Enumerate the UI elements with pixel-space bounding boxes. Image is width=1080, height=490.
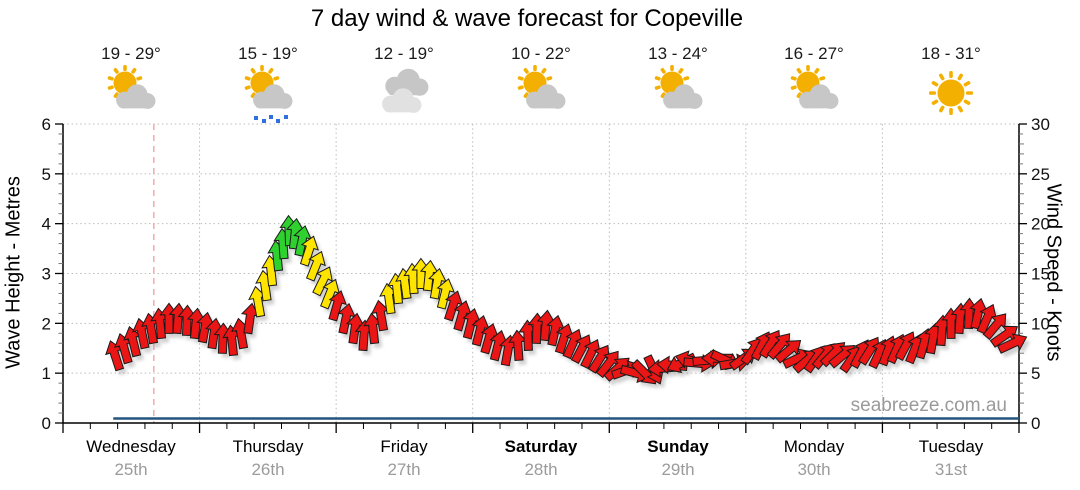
wind-axis-tick-label: 30 — [1031, 115, 1050, 134]
wave-axis-tick-label: 4 — [42, 215, 51, 234]
wave-axis-tick-label: 5 — [42, 165, 51, 184]
day-name-label: Monday — [783, 437, 845, 456]
temperature-range: 19 - 29° — [101, 44, 161, 63]
wave-axis-tick-label: 0 — [42, 414, 51, 433]
wind-axis-tick-label: 0 — [1031, 414, 1040, 433]
day-date-label: 27th — [387, 460, 421, 479]
forecast-day-saturday: 10 - 22° Saturday 28th — [473, 0, 609, 490]
wind-axis-tick-label: 25 — [1031, 165, 1050, 184]
temperature-range: 12 - 19° — [374, 44, 434, 63]
sunny-icon — [919, 62, 983, 124]
day-name-label: Wednesday — [86, 437, 176, 456]
chart-data-layer — [105, 214, 1031, 420]
wind-axis-tick-label: 5 — [1031, 364, 1040, 383]
page-title: 7 day wind & wave forecast for Copeville — [310, 5, 744, 32]
sun-cloud-icon — [782, 62, 846, 124]
temperature-range: 15 - 19° — [238, 44, 298, 63]
forecast-day-monday: 16 - 27° Monday 30th — [746, 0, 882, 490]
wind-axis-tick-label: 10 — [1031, 314, 1050, 333]
temperature-range: 16 - 27° — [784, 44, 844, 63]
wave-axis-tick-label: 3 — [42, 265, 51, 284]
wind-axis-tick-label: 20 — [1031, 215, 1050, 234]
wind-arrow — [436, 278, 455, 310]
sun-cloud-icon — [509, 62, 573, 124]
day-name-label: Friday — [380, 437, 428, 456]
wave-axis-tick-label: 1 — [42, 364, 51, 383]
day-name-label: Sunday — [647, 437, 709, 456]
day-name-label: Tuesday — [918, 437, 984, 456]
day-date-label: 31st — [934, 460, 968, 479]
day-date-label: 28th — [524, 460, 558, 479]
wave-axis-tick-label: 6 — [42, 115, 51, 134]
wind-arrow — [305, 250, 326, 282]
forecast-day-wednesday: 19 - 29° Wednesday 25th — [63, 0, 199, 490]
day-date-label: 29th — [661, 460, 695, 479]
seabreeze-watermark: seabreeze.com.au — [850, 395, 1007, 416]
forecast-day-thursday: 15 - 19° Thursday 26th — [200, 0, 336, 490]
day-name-label: Thursday — [232, 437, 304, 456]
wind-arrow — [328, 290, 347, 322]
temperature-range: 13 - 24° — [648, 44, 708, 63]
temperature-range: 18 - 31° — [921, 44, 981, 63]
chart-gridlines — [63, 123, 1019, 423]
forecast-day-friday: 12 - 19° Friday 27th — [336, 0, 472, 490]
forecast-day-tuesday: 18 - 31° Tuesday 31st — [883, 0, 1019, 490]
wind-arrow — [312, 266, 333, 297]
day-date-label: 30th — [797, 460, 831, 479]
wave-axis-tick-label: 2 — [42, 314, 51, 333]
sun-cloud-showers-icon — [236, 62, 300, 124]
wind-arrow — [997, 333, 1028, 354]
wind-arrow — [299, 235, 319, 267]
temperature-range: 10 - 22° — [511, 44, 571, 63]
wind-arrow-shadows — [109, 220, 1031, 389]
cloudy-icon — [372, 62, 436, 124]
sun-cloud-icon — [646, 62, 710, 124]
day-name-label: Saturday — [504, 437, 578, 456]
day-date-label: 26th — [251, 460, 285, 479]
day-date-label: 25th — [114, 460, 148, 479]
forecast-day-sunday: 13 - 24° Sunday 29th — [610, 0, 746, 490]
sun-cloud-icon — [99, 62, 163, 124]
chart-axes: 0 1 2 3 4 5 6 0 5 10 15 20 25 30 — [42, 115, 1050, 433]
wind-arrows — [105, 214, 1028, 385]
wind-axis-tick-label: 15 — [1031, 265, 1050, 284]
